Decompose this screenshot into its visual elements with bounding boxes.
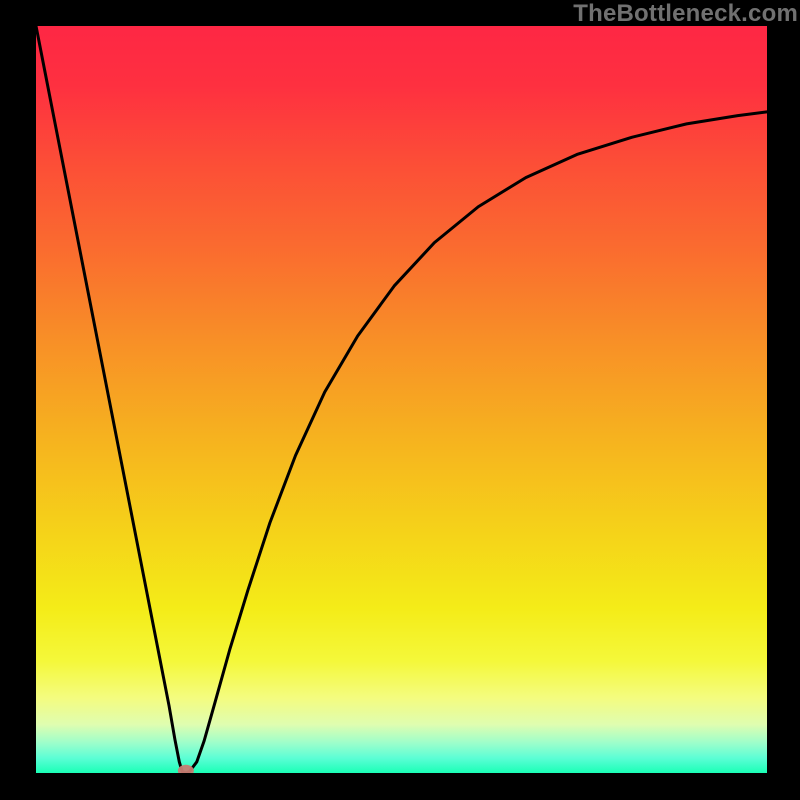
plot-area [36, 26, 767, 773]
watermark: TheBottleneck.com [573, 0, 798, 28]
chart-container: TheBottleneck.com [0, 0, 800, 800]
gradient-background [36, 26, 767, 773]
